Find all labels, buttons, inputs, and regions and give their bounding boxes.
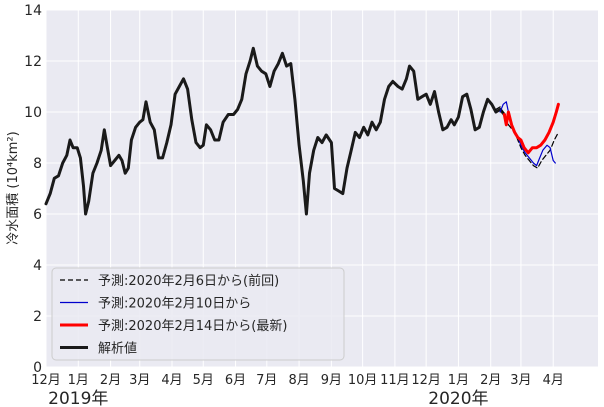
y-tick-label: 14	[24, 3, 42, 19]
x-tick-label: 4月	[161, 373, 182, 388]
y-tick-label: 0	[33, 360, 42, 376]
x-tick-label: 10月	[348, 373, 378, 388]
x-tick-label: 12月	[31, 373, 61, 388]
x-tick-label: 3月	[510, 373, 531, 388]
legend: 予測:2020年2月6日から(前回) 予測:2020年2月10日から予測:2020…	[51, 267, 345, 361]
y-tick-label: 4	[33, 258, 42, 274]
x-tick-label: 3月	[129, 373, 150, 388]
x-tick-label: 1月	[448, 373, 469, 388]
year-label: 2020年	[428, 389, 488, 407]
x-tick-label: 2月	[100, 373, 121, 388]
series-line	[502, 102, 560, 155]
legend-label: 解析値	[98, 341, 137, 357]
x-tick-label: 2月	[480, 373, 501, 388]
year-label: 2019年	[48, 389, 108, 407]
y-tick-labels: 0 2 4 6 8 10 12 14	[24, 3, 42, 376]
legend-box	[51, 267, 345, 361]
x-tick-label: 7月	[256, 373, 277, 388]
x-tick-label: 11月	[380, 373, 410, 388]
x-tick-label: 5月	[193, 373, 214, 388]
legend-label: 予測:2020年2月6日から(前回)	[98, 273, 279, 289]
series-group	[44, 46, 560, 216]
x-tick-label: 1月	[68, 373, 89, 388]
y-tick-label: 10	[24, 105, 42, 121]
x-tick-labels: 12月 1月 2月 3月 4月 5月 6月 7月 8月 9月 10月 11月 12月 1月 2月 3月 4月	[31, 373, 564, 388]
y-tick-label: 6	[33, 207, 42, 223]
legend-label: 予測:2020年2月14日から(最新)	[98, 318, 287, 334]
x-tick-label: 6月	[225, 373, 246, 388]
y-tick-label: 2	[33, 309, 42, 325]
x-tick-label: 4月	[543, 373, 564, 388]
y-axis-label: 冷水面積 (10⁴km²)	[6, 131, 21, 244]
year-labels: 2019年 2020年	[48, 389, 488, 407]
series-line	[44, 46, 506, 216]
y-tick-label: 8	[33, 156, 42, 172]
x-tick-label: 9月	[321, 373, 342, 388]
legend-label: 予測:2020年2月10日から	[98, 297, 251, 312]
y-tick-label: 12	[24, 54, 42, 70]
x-tick-label: 12月	[411, 373, 441, 388]
x-tick-label: 8月	[288, 373, 309, 388]
